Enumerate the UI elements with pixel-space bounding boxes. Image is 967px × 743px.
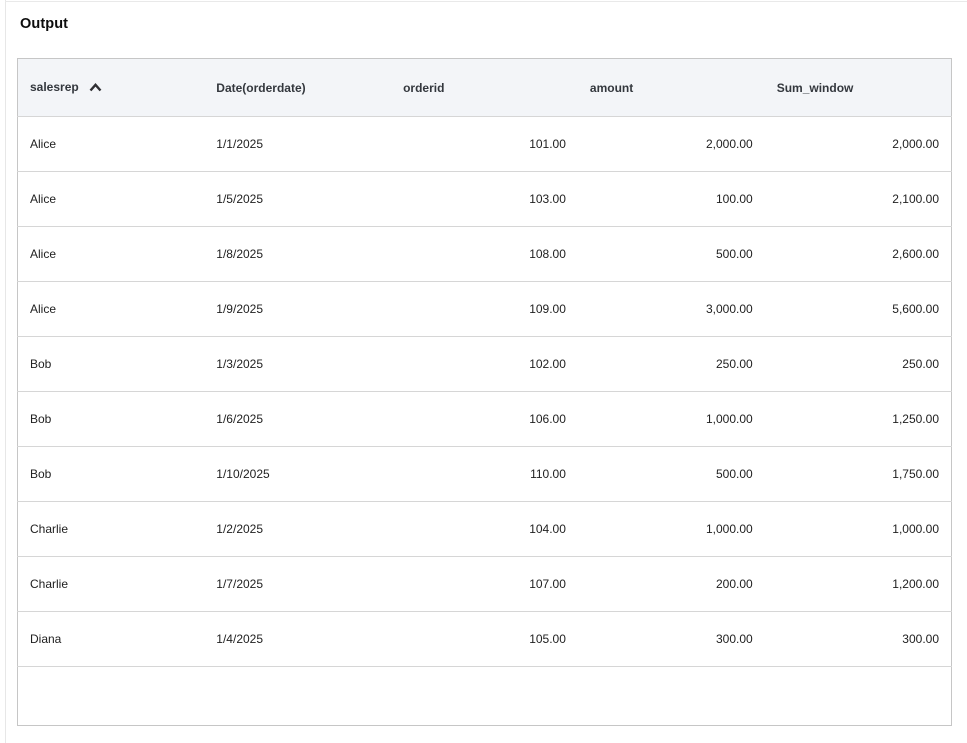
table-cell: 1/10/2025 bbox=[204, 446, 392, 502]
table-cell: 1,000.00 bbox=[577, 501, 765, 557]
column-header-label: salesrep bbox=[30, 80, 79, 94]
table-cell: 1/4/2025 bbox=[204, 611, 392, 667]
table-cell: 1/8/2025 bbox=[204, 226, 392, 282]
table-cell: 1,250.00 bbox=[764, 391, 952, 447]
table-cell: 1,750.00 bbox=[764, 446, 952, 502]
table-row[interactable]: Charlie 1/7/2025 107.00 200.00 1,200.00 bbox=[17, 556, 952, 612]
table-cell: 110.00 bbox=[391, 446, 578, 502]
column-header-orderdate[interactable]: Date(orderdate) bbox=[204, 58, 392, 117]
table-cell: 101.00 bbox=[391, 116, 578, 172]
table-cell: 1/9/2025 bbox=[204, 281, 392, 337]
table-cell: 106.00 bbox=[391, 391, 578, 447]
table-cell: 103.00 bbox=[391, 171, 578, 227]
table-cell: 250.00 bbox=[577, 336, 765, 392]
table-cell: 500.00 bbox=[577, 446, 765, 502]
table-cell: Bob bbox=[17, 391, 205, 447]
sort-ascending-icon bbox=[89, 81, 102, 95]
table-cell: Bob bbox=[17, 336, 205, 392]
table-filler-cell bbox=[17, 666, 952, 726]
table-body: Alice 1/1/2025 101.00 2,000.00 2,000.00 Alice… bbox=[17, 116, 952, 726]
table-row[interactable]: Bob 1/6/2025 106.00 1,000.00 1,250.00 bbox=[17, 391, 952, 447]
table-cell: 2,000.00 bbox=[577, 116, 765, 172]
table-cell: 1/3/2025 bbox=[204, 336, 392, 392]
column-header-amount[interactable]: amount bbox=[577, 58, 765, 117]
table-cell: 108.00 bbox=[391, 226, 578, 282]
table-cell: Alice bbox=[17, 116, 205, 172]
table-cell: 107.00 bbox=[391, 556, 578, 612]
column-header-label: Date(orderdate) bbox=[216, 80, 306, 95]
column-header-orderid[interactable]: orderid bbox=[391, 58, 578, 117]
table-cell: Charlie bbox=[17, 501, 205, 557]
table-cell: Alice bbox=[17, 171, 205, 227]
table-cell: 1,000.00 bbox=[764, 501, 952, 557]
table-cell: 1/7/2025 bbox=[204, 556, 392, 612]
column-header-salesrep[interactable]: salesrep bbox=[17, 58, 205, 117]
table-cell: 1/1/2025 bbox=[204, 116, 392, 172]
table-cell: 5,600.00 bbox=[764, 281, 952, 337]
output-data-grid: salesrep Date(orderdate) orderid amount … bbox=[17, 58, 952, 726]
table-cell: 105.00 bbox=[391, 611, 578, 667]
column-header-label: Sum_window bbox=[776, 80, 854, 95]
table-cell: 300.00 bbox=[764, 611, 952, 667]
table-cell: 1/5/2025 bbox=[204, 171, 392, 227]
table-cell: 250.00 bbox=[764, 336, 952, 392]
table-row[interactable]: Alice 1/8/2025 108.00 500.00 2,600.00 bbox=[17, 226, 952, 282]
table-cell: 109.00 bbox=[391, 281, 578, 337]
table-cell: 2,100.00 bbox=[764, 171, 952, 227]
table-cell: 300.00 bbox=[577, 611, 765, 667]
table-row[interactable]: Bob 1/10/2025 110.00 500.00 1,750.00 bbox=[17, 446, 952, 502]
table-cell: Alice bbox=[17, 226, 205, 282]
column-header-sum-window[interactable]: Sum_window bbox=[764, 58, 952, 117]
table-cell: 2,000.00 bbox=[764, 116, 952, 172]
column-header-label: orderid bbox=[403, 80, 445, 95]
table-cell: 200.00 bbox=[577, 556, 765, 612]
table-cell: 1/2/2025 bbox=[204, 501, 392, 557]
table-cell: Alice bbox=[17, 281, 205, 337]
table-cell: 1/6/2025 bbox=[204, 391, 392, 447]
table-cell: 1,000.00 bbox=[577, 391, 765, 447]
table-cell: 500.00 bbox=[577, 226, 765, 282]
table-cell: 2,600.00 bbox=[764, 226, 952, 282]
table-row[interactable]: Alice 1/9/2025 109.00 3,000.00 5,600.00 bbox=[17, 281, 952, 337]
table-header-row: salesrep Date(orderdate) orderid amount … bbox=[17, 58, 952, 117]
table-row[interactable]: Alice 1/1/2025 101.00 2,000.00 2,000.00 bbox=[17, 116, 952, 172]
page-title: Output bbox=[20, 16, 69, 32]
table-cell: 100.00 bbox=[577, 171, 765, 227]
panel-top-border bbox=[5, 1, 967, 2]
table-filler-row bbox=[17, 666, 952, 726]
panel-left-border bbox=[5, 0, 6, 743]
table-cell: 1,200.00 bbox=[764, 556, 952, 612]
table-cell: 104.00 bbox=[391, 501, 578, 557]
table-cell: Charlie bbox=[17, 556, 205, 612]
table-cell: Bob bbox=[17, 446, 205, 502]
table-row[interactable]: Alice 1/5/2025 103.00 100.00 2,100.00 bbox=[17, 171, 952, 227]
column-header-label: amount bbox=[589, 80, 634, 95]
table-row[interactable]: Diana 1/4/2025 105.00 300.00 300.00 bbox=[17, 611, 952, 667]
table-row[interactable]: Bob 1/3/2025 102.00 250.00 250.00 bbox=[17, 336, 952, 392]
table-cell: 102.00 bbox=[391, 336, 578, 392]
table-row[interactable]: Charlie 1/2/2025 104.00 1,000.00 1,000.00 bbox=[17, 501, 952, 557]
table-cell: 3,000.00 bbox=[577, 281, 765, 337]
table-cell: Diana bbox=[17, 611, 205, 667]
